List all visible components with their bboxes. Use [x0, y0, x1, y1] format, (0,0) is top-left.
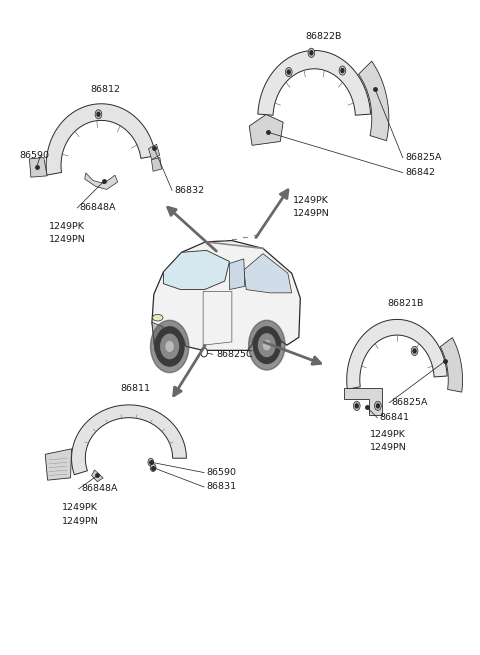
Text: 86831: 86831 — [206, 483, 237, 491]
Text: 86825A: 86825A — [405, 153, 442, 162]
Circle shape — [353, 402, 360, 411]
Circle shape — [374, 402, 381, 411]
Polygon shape — [258, 50, 371, 115]
Polygon shape — [229, 259, 245, 290]
Bar — [148, 144, 160, 160]
Circle shape — [156, 327, 184, 366]
Circle shape — [339, 66, 346, 75]
Circle shape — [259, 334, 275, 356]
Text: 86822B: 86822B — [306, 31, 342, 41]
Circle shape — [253, 327, 280, 364]
Polygon shape — [45, 449, 72, 480]
Circle shape — [413, 349, 416, 353]
Polygon shape — [46, 103, 156, 175]
Polygon shape — [84, 173, 118, 189]
Text: 1249PN: 1249PN — [62, 517, 99, 526]
Text: 1249PK: 1249PK — [48, 221, 84, 231]
Text: 1249PN: 1249PN — [48, 235, 85, 244]
Circle shape — [151, 320, 189, 373]
Text: 1249PN: 1249PN — [293, 209, 329, 218]
Circle shape — [355, 404, 358, 408]
Text: 86825C: 86825C — [216, 350, 252, 359]
Circle shape — [97, 112, 100, 116]
Circle shape — [310, 51, 313, 55]
Circle shape — [150, 464, 156, 472]
Circle shape — [148, 458, 154, 466]
Text: 86590: 86590 — [19, 151, 49, 160]
Polygon shape — [29, 158, 47, 177]
Circle shape — [249, 320, 285, 370]
Text: 86848A: 86848A — [80, 204, 116, 212]
Text: 86811: 86811 — [120, 384, 150, 393]
Circle shape — [341, 69, 344, 73]
Polygon shape — [440, 337, 463, 392]
Polygon shape — [152, 240, 300, 352]
Polygon shape — [244, 253, 292, 293]
Bar — [151, 158, 161, 172]
Circle shape — [411, 346, 418, 356]
Polygon shape — [72, 405, 186, 475]
Circle shape — [376, 404, 379, 408]
Polygon shape — [92, 470, 103, 481]
Text: 86821B: 86821B — [387, 299, 423, 308]
Text: 1249PK: 1249PK — [62, 504, 98, 512]
Text: 86590: 86590 — [206, 468, 237, 477]
Text: 86842: 86842 — [405, 168, 435, 177]
Text: 86848A: 86848A — [81, 485, 118, 493]
Text: 86825A: 86825A — [392, 398, 428, 407]
Circle shape — [288, 70, 290, 74]
Circle shape — [201, 348, 207, 357]
Circle shape — [264, 341, 270, 350]
Polygon shape — [344, 388, 382, 415]
Text: 86832: 86832 — [174, 186, 204, 195]
Polygon shape — [252, 331, 282, 345]
Circle shape — [161, 334, 179, 358]
Polygon shape — [249, 115, 283, 145]
Text: 1249PK: 1249PK — [370, 430, 406, 439]
Text: 1249PN: 1249PN — [370, 443, 407, 452]
Text: 1249PK: 1249PK — [293, 196, 328, 204]
Polygon shape — [163, 250, 229, 290]
Text: 86841: 86841 — [380, 413, 410, 422]
Circle shape — [308, 48, 315, 58]
Circle shape — [166, 341, 173, 351]
Circle shape — [95, 110, 102, 119]
Polygon shape — [359, 61, 389, 141]
Text: 86812: 86812 — [90, 85, 120, 94]
Ellipse shape — [153, 314, 163, 321]
Polygon shape — [347, 320, 447, 389]
Polygon shape — [154, 331, 186, 346]
Circle shape — [286, 67, 292, 77]
Polygon shape — [152, 322, 165, 350]
